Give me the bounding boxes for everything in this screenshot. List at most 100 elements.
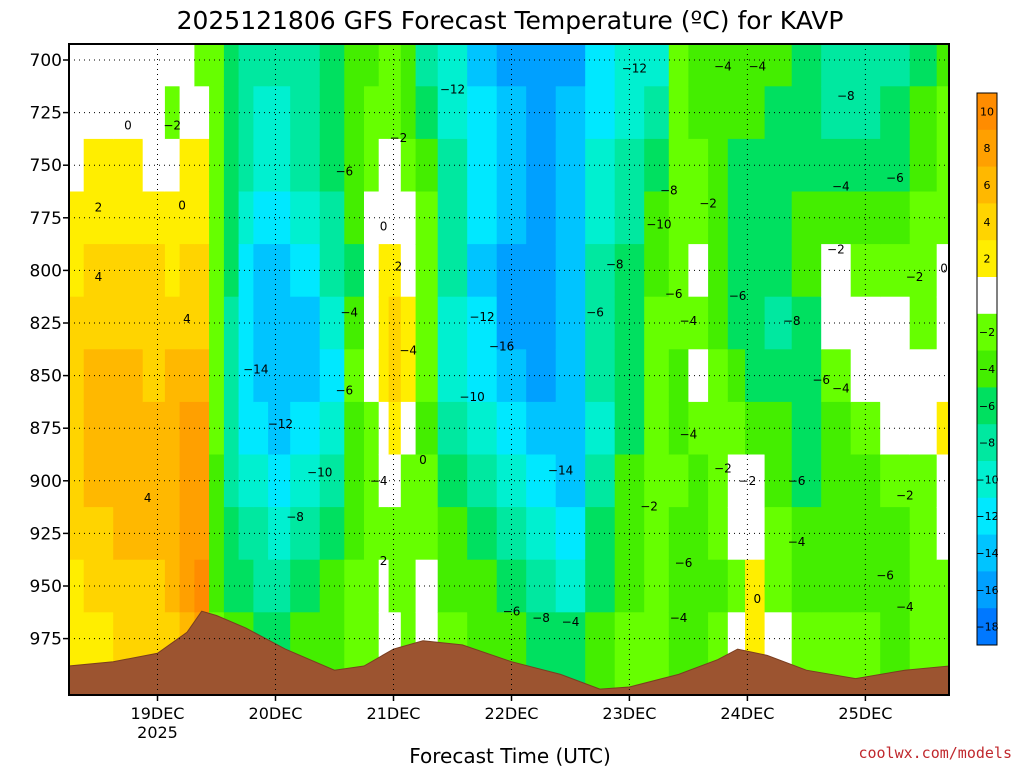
field-cell <box>378 559 390 613</box>
field-cell <box>936 86 950 140</box>
field-cell <box>344 44 365 87</box>
field-cell <box>238 191 254 245</box>
field-cell <box>400 401 417 456</box>
field-cell <box>164 507 181 561</box>
field-cell <box>83 244 114 298</box>
y-tick-label: 725 <box>30 104 62 124</box>
field-cell <box>850 191 881 245</box>
field-cell <box>179 86 195 140</box>
contour-label: −6 <box>586 306 604 320</box>
colorbar-label: 6 <box>984 179 991 192</box>
field-cell <box>688 244 709 298</box>
field-cell <box>791 454 822 508</box>
field-cell <box>496 86 527 140</box>
field-cell <box>209 454 225 508</box>
field-cell <box>745 454 766 508</box>
field-cell <box>708 244 729 298</box>
field-cell <box>880 86 911 140</box>
field-cell <box>179 296 195 350</box>
contour-label: −6 <box>729 289 747 303</box>
field-cell <box>69 401 85 456</box>
field-cell <box>644 454 670 508</box>
field-cell <box>791 86 822 140</box>
field-cell <box>850 401 881 456</box>
contour-label: 2 <box>95 201 103 215</box>
field-cell <box>708 296 729 350</box>
field-cell <box>364 454 380 508</box>
field-cell <box>69 349 85 403</box>
field-cell <box>936 191 950 245</box>
field-cell <box>688 44 709 87</box>
field-cell <box>936 454 950 508</box>
y-tick-label: 750 <box>30 156 62 176</box>
field-cell <box>821 296 852 350</box>
field-cell <box>388 191 402 245</box>
field-cell <box>209 86 225 140</box>
colorbar-swatch <box>977 387 997 425</box>
field-cell <box>319 44 345 87</box>
field-cell <box>179 44 195 87</box>
field-cell <box>238 559 254 613</box>
contour-label: 2 <box>395 259 403 273</box>
field-cell <box>388 296 402 350</box>
field-cell <box>644 244 670 298</box>
field-cell <box>909 349 938 403</box>
field-cell <box>688 138 709 193</box>
field-cell <box>850 86 881 140</box>
field-cell <box>400 296 417 350</box>
field-cell <box>585 454 616 508</box>
field-cell <box>909 296 938 350</box>
field-cell <box>400 86 417 140</box>
field-cell <box>850 454 881 508</box>
field-cell <box>179 191 195 245</box>
field-cell <box>821 401 852 456</box>
field-cell <box>319 507 345 561</box>
field-cell <box>555 559 586 613</box>
field-cell <box>378 507 390 561</box>
colorbar-label: −12 <box>975 510 998 523</box>
field-cell <box>319 454 345 508</box>
field-cell <box>415 244 439 298</box>
field-cell <box>437 138 468 193</box>
field-cell <box>496 507 527 561</box>
field-cell <box>319 86 345 140</box>
field-cell <box>585 44 616 87</box>
temperature-field <box>69 44 950 696</box>
field-cell <box>238 507 254 561</box>
x-tick-label: 25DEC <box>838 704 892 723</box>
contour-label: −4 <box>340 306 358 320</box>
field-cell <box>194 191 210 245</box>
field-cell <box>526 559 557 613</box>
field-cell <box>364 559 380 613</box>
field-cell <box>936 138 950 193</box>
contour-label: −8 <box>532 611 550 625</box>
contour-label: −6 <box>876 569 894 583</box>
field-cell <box>880 296 911 350</box>
field-cell <box>253 507 269 561</box>
x-tick-label: 19DEC <box>131 704 185 723</box>
field-cell <box>880 244 911 298</box>
colorbar-swatch <box>977 350 997 388</box>
field-cell <box>238 349 254 403</box>
field-cell <box>253 191 269 245</box>
x-tick-label: 24DEC <box>720 704 774 723</box>
colorbar-label: −18 <box>975 621 998 634</box>
field-cell <box>764 401 793 456</box>
field-cell <box>688 507 709 561</box>
contour-label: −2 <box>896 489 914 503</box>
field-cell <box>388 454 402 508</box>
contour-label: −2 <box>714 461 732 475</box>
field-cell <box>555 401 586 456</box>
field-cell <box>83 86 114 140</box>
field-cell <box>415 559 439 613</box>
field-cell <box>496 44 527 87</box>
field-cell <box>745 296 766 350</box>
y-tick-label: 825 <box>30 314 62 334</box>
field-cell <box>83 401 114 456</box>
contour-label: −6 <box>335 384 353 398</box>
field-cell <box>880 559 911 613</box>
field-cell <box>253 349 269 403</box>
field-cell <box>290 244 321 298</box>
field-cell <box>437 507 468 561</box>
field-cell <box>290 401 321 456</box>
